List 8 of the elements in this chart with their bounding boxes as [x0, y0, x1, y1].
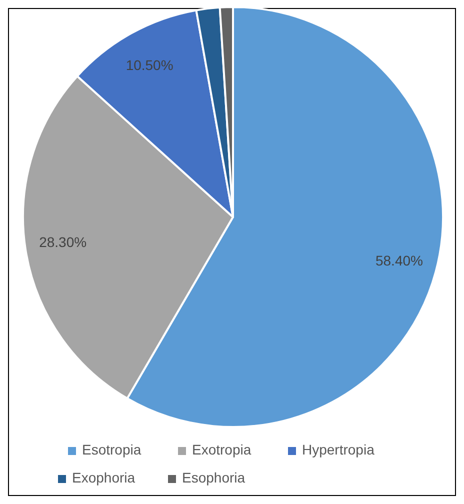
legend-label: Exophoria: [72, 470, 136, 486]
legend-label: Esophoria: [182, 470, 246, 486]
data-label: 10.50%: [126, 57, 174, 74]
data-label: 58.40%: [375, 252, 423, 269]
data-label: 28.30%: [39, 234, 87, 250]
legend-label: Esotropia: [82, 442, 142, 458]
legend-label: Hypertropia: [302, 442, 375, 458]
legend-label: Exotropia: [192, 442, 252, 458]
